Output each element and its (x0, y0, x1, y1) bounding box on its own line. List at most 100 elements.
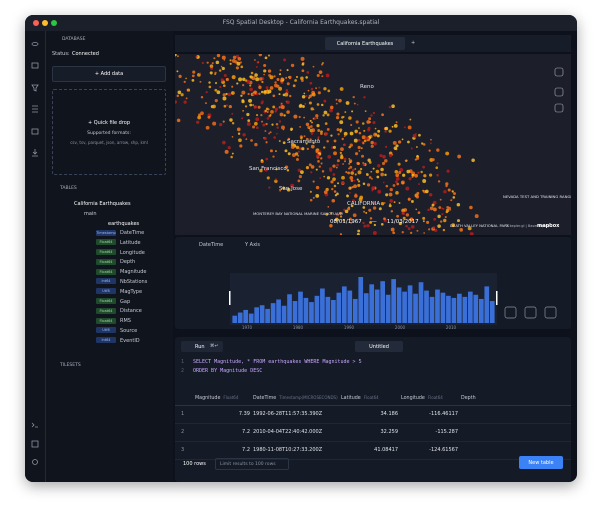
map-point (363, 129, 366, 132)
zoom-button[interactable] (51, 20, 57, 26)
map-point (326, 140, 329, 143)
row-index-header (175, 391, 195, 405)
map-point (263, 136, 267, 141)
map-point (385, 193, 389, 197)
date-end: 11/03/2017 (386, 219, 419, 225)
x-field[interactable]: DateTime (199, 242, 224, 248)
tilesets-header: TILESETS (60, 363, 81, 368)
map-point (350, 123, 353, 127)
sql-line: 2 ORDER BY Magnitude DESC (181, 368, 362, 377)
map-point (373, 141, 377, 146)
map-point (372, 230, 377, 235)
map-point (443, 218, 447, 223)
map-point (441, 213, 444, 216)
map-point (205, 91, 208, 94)
map-point (278, 106, 281, 109)
map-point (308, 101, 312, 105)
map-point (272, 94, 276, 98)
column-row: Timestamp DateTime (96, 229, 147, 239)
map-control[interactable] (554, 87, 564, 97)
database-node[interactable]: California Earthquakes (74, 201, 131, 207)
map-point (321, 75, 324, 78)
map-point (398, 140, 402, 144)
window-title: FSQ Spatial Desktop - California Earthqu… (222, 19, 380, 26)
timeline-bar (287, 294, 292, 323)
map-point (280, 102, 283, 105)
map-point (431, 203, 435, 207)
close-button[interactable] (33, 20, 39, 26)
map-tab[interactable]: California Earthquakes (325, 37, 405, 50)
new-table-label: New table (528, 460, 554, 466)
map-point (342, 219, 345, 222)
map-point (322, 62, 324, 64)
map-point (415, 195, 419, 199)
map-point (269, 86, 274, 90)
map-point (323, 146, 326, 149)
y-field[interactable]: Y Axis (245, 242, 261, 248)
map-point (363, 224, 367, 228)
sql-editor[interactable]: 1 SELECT Magnitude, * FROM earthquakes WH… (181, 359, 362, 377)
table-node[interactable]: earthquakes (108, 221, 140, 227)
map-point (258, 77, 263, 81)
query-tab-label: Untitled (369, 344, 389, 350)
file-drop-zone[interactable]: + Quick file drop Supported formats: csv… (52, 89, 166, 175)
map-point (315, 185, 320, 190)
add-data-button[interactable]: + Add data (52, 66, 166, 82)
map-point (324, 122, 328, 125)
range-handle-right[interactable] (496, 291, 498, 305)
map-point (368, 208, 372, 212)
new-table-button[interactable]: New table (519, 456, 563, 469)
map-point (415, 146, 418, 148)
map-point (325, 187, 329, 192)
header-name: Longitude (401, 396, 425, 401)
map-point (287, 152, 291, 156)
map-point (242, 109, 244, 112)
column-row: Float64 Magnitude (96, 268, 147, 278)
map-point (368, 117, 372, 121)
limit-select[interactable]: Limit results to 100 rows (215, 458, 289, 470)
timeline-bar (478, 298, 484, 323)
map-point (227, 146, 231, 150)
map-point (401, 208, 405, 213)
map-point (358, 150, 361, 152)
map-point (264, 130, 267, 132)
map-point (350, 179, 354, 182)
map: Reno Sacramento San Francisco San Jose CALIF… (175, 54, 571, 235)
add-tab[interactable]: + (411, 40, 416, 46)
map-point (235, 66, 239, 70)
map-point (216, 90, 221, 95)
map-point (395, 121, 398, 124)
map-point (255, 114, 259, 117)
minimize-button[interactable] (42, 20, 48, 26)
map-point (177, 55, 179, 58)
map-point (430, 142, 432, 145)
map-point (330, 212, 333, 215)
row-count: 100 rows (183, 461, 206, 467)
map-point (352, 199, 355, 203)
timeline-tick: 1990 (344, 325, 355, 329)
schema-node[interactable]: main (84, 211, 97, 217)
map-point (229, 62, 232, 65)
range-handle-left[interactable] (229, 291, 231, 305)
query-tab[interactable]: Untitled (355, 341, 403, 352)
map-point (230, 155, 233, 159)
map-point (303, 116, 306, 119)
map-control[interactable] (554, 67, 564, 77)
map-point (332, 173, 336, 176)
map-point (265, 107, 269, 111)
map-point (301, 147, 305, 151)
result-cell: 7.2 (242, 447, 250, 453)
timeline-bar (358, 277, 364, 323)
result-row: 2 7.2 2010-04-04T22:40:42.000Z 32.259 -115.2… (175, 424, 571, 442)
map-point (297, 154, 300, 157)
date-separator: — (371, 219, 377, 225)
map-point (431, 158, 435, 162)
run-button[interactable]: Run ⌘↵ (181, 341, 223, 352)
map-point (366, 183, 371, 187)
drop-formats: csv, tsv, parquet, json, arrow, shp, kml (70, 140, 148, 145)
timeline-bar (237, 312, 243, 323)
map-control[interactable] (554, 103, 564, 113)
map-point (279, 112, 284, 117)
map-point (436, 148, 440, 152)
map-point (323, 110, 328, 115)
